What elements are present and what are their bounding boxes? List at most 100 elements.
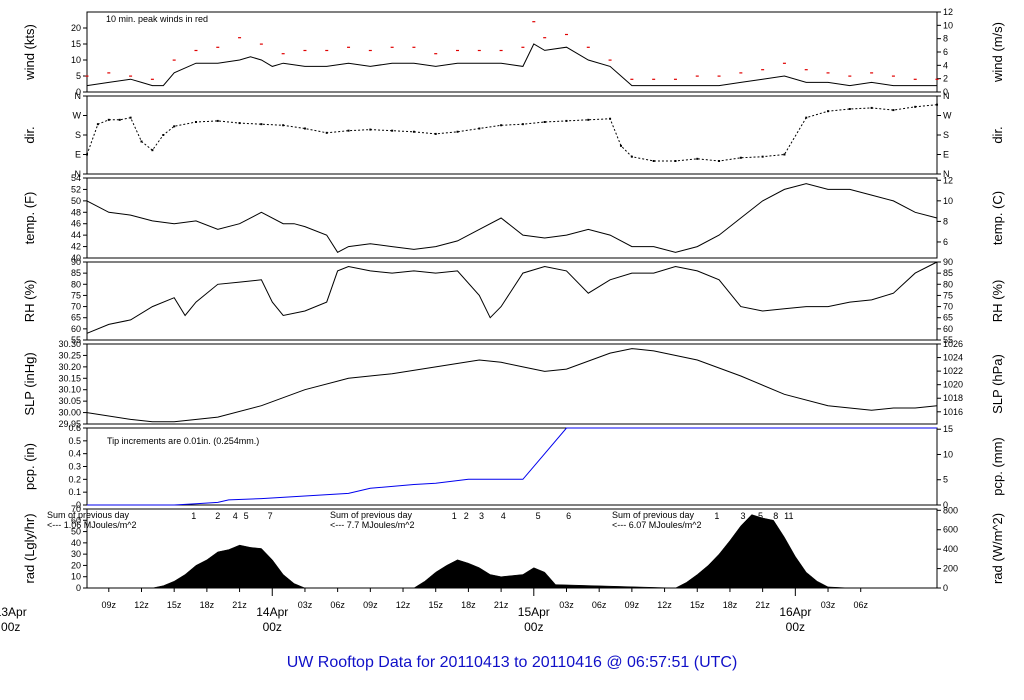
rh-right-tick-label: 70 <box>943 302 953 312</box>
slp-left-tick-label: 30.05 <box>58 396 81 406</box>
slp-left-tick-label: 30.30 <box>58 339 81 349</box>
temp-frame <box>86 177 938 259</box>
panel-pcp: 0 0.1 0.2 0.3 0.4 0.5 0.6 0 5 10 15 pcp. (in) pcp. (… <box>22 423 1005 510</box>
rad-right-tick-label: 200 <box>943 564 958 574</box>
rad-left-tick-label: 70 <box>71 504 81 514</box>
rad-hour-marker: 11 <box>784 511 793 521</box>
day-tick-hour: 00z <box>1 620 20 634</box>
hour-tick-label: 18z <box>723 600 738 610</box>
dir-point <box>107 118 110 121</box>
slp-right-tick-label: 1020 <box>943 380 963 390</box>
peak-wind-point <box>477 49 481 52</box>
dir-ylabel: dir. <box>22 126 37 143</box>
dir-point <box>848 108 851 110</box>
dir-point <box>827 110 830 113</box>
pcp-left-tick-label: 0.6 <box>68 423 81 433</box>
dir-point <box>521 123 524 126</box>
pcp-left-tick-label: 0.1 <box>68 487 81 497</box>
wind-right-tick-label: 8 <box>943 34 948 44</box>
pcp-right-tick-label: 15 <box>943 424 953 434</box>
temp-right-tick-label: 8 <box>943 216 948 226</box>
rad-hour-marker: 5 <box>536 511 541 521</box>
rad-ylabel: rad (Lgly/hr) <box>22 513 37 583</box>
rad-hour-marker: 4 <box>233 511 238 521</box>
dir-point <box>151 149 154 152</box>
rad-left-tick-label: 50 <box>71 527 81 537</box>
dir-point <box>238 122 241 125</box>
hour-tick-label: 18z <box>200 600 215 610</box>
dir-point <box>303 127 306 130</box>
rad-hour-marker: 8 <box>773 511 778 521</box>
peak-wind-point <box>673 78 677 80</box>
peak-wind-point <box>281 53 285 55</box>
rh-ylabel: RH (%) <box>22 280 37 323</box>
pcp-left-tick-label: 0.4 <box>68 449 81 459</box>
dir-left-tick-label: N <box>75 169 82 179</box>
wind-left-tick-label: 10 <box>71 55 81 65</box>
rad-hour-marker: 5 <box>758 511 763 521</box>
dir-point <box>630 155 633 158</box>
temp-left-tick-label: 48 <box>71 207 81 217</box>
dir-point <box>260 123 263 126</box>
peak-wind-point <box>913 78 917 80</box>
series-wind-direction <box>86 104 938 162</box>
peak-wind-point <box>782 62 786 64</box>
peak-wind-point <box>935 78 939 80</box>
peak-wind-point <box>325 49 329 52</box>
dir-point <box>194 121 197 123</box>
rh-right-tick-label: 85 <box>943 268 953 278</box>
peak-wind-point <box>870 72 874 74</box>
rad-left-tick-label: 0 <box>76 583 81 593</box>
hour-tick-label: 06z <box>330 600 345 610</box>
peak-wind-point <box>216 46 220 48</box>
rad-hour-marker: 5 <box>244 511 249 521</box>
peak-wind-point <box>456 49 460 52</box>
rh-right-tick-label: 75 <box>943 290 953 300</box>
peak-wind-point <box>303 49 307 52</box>
hour-tick-label: 21z <box>755 600 770 610</box>
peak-wind-point <box>434 53 438 55</box>
rh-right-tick-label: 80 <box>943 279 953 289</box>
dir-right-tick-label: E <box>943 150 949 160</box>
dir-point <box>696 157 699 160</box>
rh-left-tick-label: 80 <box>71 279 81 289</box>
wind-right-tick-label: 12 <box>943 7 953 17</box>
dir-point <box>805 116 808 119</box>
dir-point <box>609 117 612 120</box>
peak-wind-point <box>150 78 154 80</box>
wind-right-tick-label: 2 <box>943 74 948 84</box>
pcp-left-tick-label: 0.2 <box>68 474 81 484</box>
dir-point <box>347 129 350 132</box>
daily-sum-title: Sum of previous day <box>612 510 695 520</box>
temp-left-tick-label: 44 <box>71 230 81 240</box>
rad-right-tick-label: 800 <box>943 505 958 515</box>
daily-sum-value: <--- 6.07 MJoules/m^2 <box>612 520 702 530</box>
rh-left-tick-label: 75 <box>71 290 81 300</box>
peak-wind-point <box>564 33 568 36</box>
day-tick-date: 16Apr <box>779 605 811 619</box>
day-tick-date: 14Apr <box>256 605 288 619</box>
wind-left-tick-label: 0 <box>76 87 81 97</box>
dir-ylabel-right: dir. <box>990 126 1005 143</box>
rad-right-tick-label: 400 <box>943 544 958 554</box>
rh-left-tick-label: 55 <box>71 335 81 345</box>
peak-wind-point <box>85 75 89 77</box>
rad-hour-marker: 2 <box>464 511 469 521</box>
series-wind-speed <box>86 43 937 87</box>
peak-wind-point <box>390 46 394 48</box>
temp-left-tick-label: 42 <box>71 242 81 252</box>
dir-point <box>434 132 437 135</box>
dir-point <box>870 106 873 109</box>
peak-wind-point <box>695 75 699 77</box>
dir-point <box>543 121 546 123</box>
rad-left-tick-label: 10 <box>71 572 81 582</box>
hour-tick-label: 21z <box>232 600 247 610</box>
temp-left-tick-label: 40 <box>71 253 81 263</box>
peak-wind-point <box>761 69 765 71</box>
rh-ylabel-right: RH (%) <box>990 280 1005 323</box>
peak-wind-point <box>826 72 830 74</box>
hour-tick-label: 03z <box>821 600 836 610</box>
day-tick-hour: 00z <box>524 620 543 634</box>
peak-wind-point <box>238 37 242 39</box>
